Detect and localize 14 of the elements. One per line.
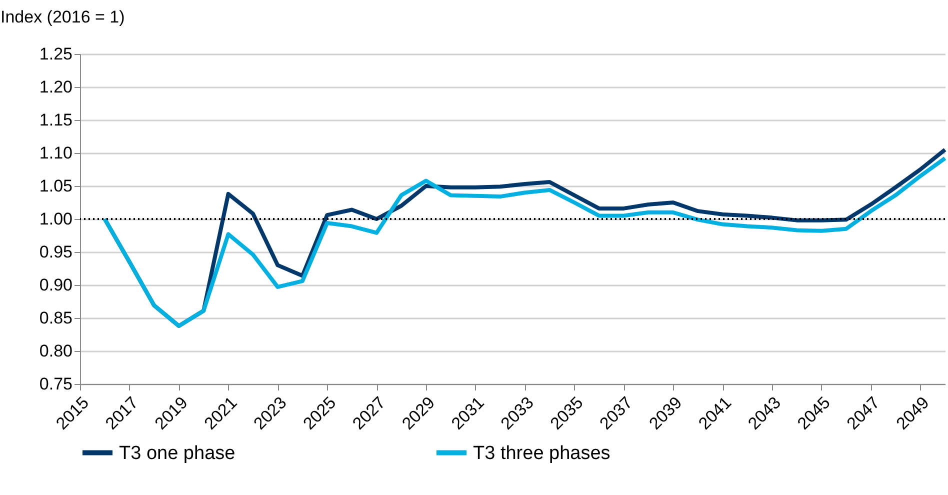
y-tick-label: 1.10 [39,144,72,162]
y-tick-label: 1.05 [39,176,72,196]
y-tick-label: 0.75 [39,374,72,394]
y-tick-label: 0.80 [39,342,72,360]
y-tick-label: 0.95 [39,242,72,262]
y-tick-label: 0.90 [39,276,72,294]
y-axis-title: Index (2016 = 1) [0,8,125,26]
legend-label: T3 three phases [473,442,610,464]
y-tick-label: 1.15 [39,110,72,130]
y-tick-label: 0.85 [39,308,72,328]
y-tick-label: 1.20 [39,78,72,96]
y-tick-label: 1.00 [39,210,72,228]
legend-label: T3 one phase [119,442,236,464]
y-tick-label: 1.25 [39,44,72,64]
